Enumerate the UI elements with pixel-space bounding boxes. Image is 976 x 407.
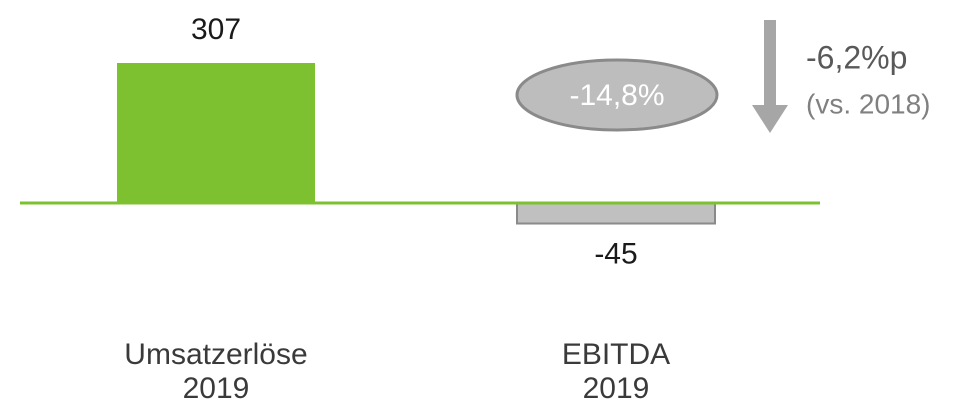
annotation-ellipse (515, 58, 719, 132)
annotation-text: -14,8% (569, 79, 664, 112)
value-label: 307 (191, 13, 241, 46)
category-label: Umsatzerlöse 2019 (124, 338, 308, 405)
annotation-text: -6,2%p (806, 39, 907, 75)
arrow-head (752, 105, 788, 133)
annotation-text: (vs. 2018) (806, 88, 931, 119)
value-label: -45 (594, 237, 637, 270)
arrow-shaft (764, 20, 776, 105)
bar (117, 63, 315, 203)
bar (516, 202, 716, 225)
category-label: EBITDA 2019 (561, 338, 671, 405)
